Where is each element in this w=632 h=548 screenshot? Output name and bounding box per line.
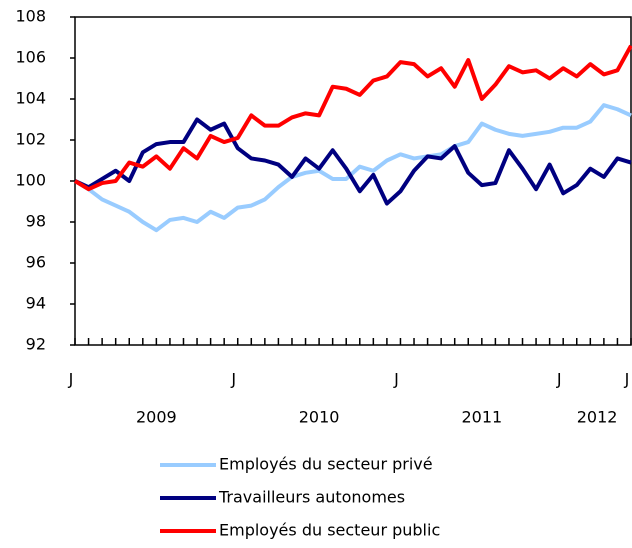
y-tick-label: 106 — [15, 48, 46, 67]
y-tick-label: 100 — [15, 171, 46, 190]
legend-label: Employés du secteur public — [219, 521, 440, 540]
y-tick-label: 92 — [26, 335, 46, 354]
x-tick-label: J — [556, 370, 562, 389]
year-label: 2012 — [577, 408, 618, 427]
y-tick-label: 98 — [26, 212, 46, 231]
series-line — [73, 103, 632, 233]
year-label: 2009 — [136, 408, 177, 427]
year-label: 2010 — [299, 408, 340, 427]
x-tick-label: J — [230, 370, 236, 389]
y-tick-label: 102 — [15, 130, 46, 149]
y-tick-label: 108 — [15, 7, 46, 26]
y-tick-label: 104 — [15, 89, 46, 108]
x-tick-label: J — [68, 370, 74, 389]
year-label: 2011 — [461, 408, 502, 427]
legend-label: Travailleurs autonomes — [218, 488, 405, 507]
x-tick-label: J — [624, 370, 630, 389]
series-line — [73, 44, 632, 192]
y-tick-label: 96 — [26, 253, 46, 272]
series-line — [74, 117, 632, 206]
x-tick-label: J — [393, 370, 399, 389]
legend-label: Employés du secteur privé — [219, 455, 433, 474]
y-tick-label: 94 — [26, 294, 46, 313]
